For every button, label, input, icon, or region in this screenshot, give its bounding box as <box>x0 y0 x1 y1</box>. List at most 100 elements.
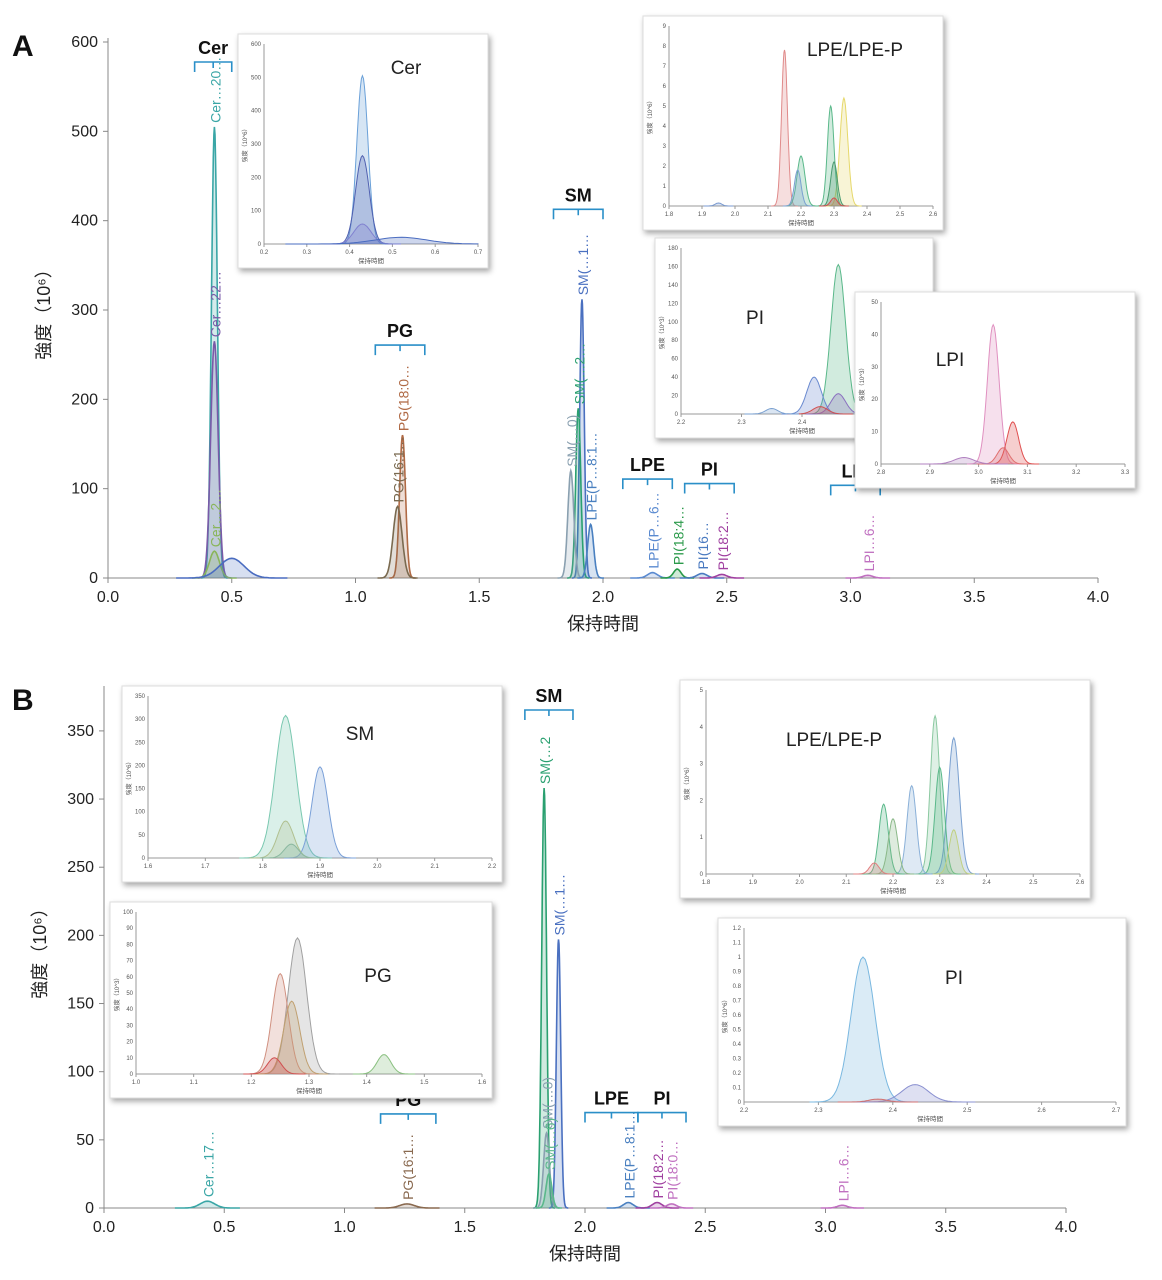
inset-y-tick-label: 0.6 <box>733 1013 742 1019</box>
inset-x-tick-label: 2.6 <box>1076 880 1085 886</box>
peak-label: SM(…1… <box>575 234 591 295</box>
x-tick-label: 2.0 <box>574 1219 596 1236</box>
group-label: SM <box>565 185 592 205</box>
inset-y-tick-label: 400 <box>251 109 262 115</box>
peak-label: LPI…6… <box>835 1144 851 1201</box>
inset-y-tick-label: 1 <box>738 955 742 961</box>
inset-y-axis-title: 強度（10^6） <box>683 764 691 801</box>
inset-y-tick-label: 80 <box>126 942 133 948</box>
peak-label: LPI…6… <box>861 515 877 572</box>
inset-y-tick-label: 20 <box>126 1040 133 1046</box>
inset-x-tick-label: 2.4 <box>863 212 872 218</box>
inset-x-tick-label: 0.4 <box>345 250 354 256</box>
chromatogram-peak <box>660 568 694 579</box>
inset-title: LPE/LPE-P <box>807 40 903 61</box>
inset-x-axis-title: 保持時間 <box>917 1114 943 1123</box>
peak-label: LPE(P…8:1… <box>584 432 600 520</box>
inset-y-tick-label: 3 <box>700 762 704 768</box>
inset-y-axis-title: 強度（10^6） <box>241 126 249 163</box>
inset-y-tick-label: 0 <box>258 242 262 248</box>
peak-label: SM(…0) <box>564 415 580 467</box>
group-label: LPE <box>594 1089 629 1109</box>
inset-y-axis-title: 強度（10^3） <box>113 975 121 1012</box>
inset-x-tick-label: 2.3 <box>814 1108 823 1114</box>
inset-y-tick-label: 7 <box>663 64 667 70</box>
chromatogram-peak <box>820 1204 864 1209</box>
group-label: Cer <box>198 38 228 58</box>
inset-y-axis-title: 強度（10^3） <box>658 313 666 350</box>
inset-x-tick-label: 2.0 <box>373 864 382 870</box>
x-tick-label: 1.5 <box>468 589 490 606</box>
chromatogram-peak <box>548 939 569 1209</box>
group-label: PI <box>701 460 718 480</box>
inset-y-tick-label: 0 <box>130 1072 134 1078</box>
inset-x-tick-label: 2.1 <box>842 880 851 886</box>
bracket-line <box>637 1111 687 1123</box>
peak-label: SM(…2 <box>537 736 553 784</box>
inset-x-tick-label: 2.7 <box>1112 1108 1121 1114</box>
peak-label: PG(16:1… <box>400 1134 416 1200</box>
chromatogram-peak <box>176 557 288 579</box>
chromatogram-peak <box>845 574 891 579</box>
peak-label: Cer…2… <box>207 489 223 547</box>
y-tick-label: 50 <box>76 1132 94 1149</box>
inset-x-tick-label: 1.8 <box>665 212 674 218</box>
y-tick-label: 0 <box>89 570 98 587</box>
bracket-line <box>379 1113 437 1124</box>
x-tick-label: 3.5 <box>963 589 985 606</box>
y-tick-label: 200 <box>67 927 94 944</box>
inset-x-tick-label: 2.3 <box>737 420 746 426</box>
inset-peak <box>239 714 332 859</box>
inset-y-tick-label: 90 <box>126 926 133 932</box>
inset-x-axis-title: 保持時間 <box>788 218 814 227</box>
inset-x-tick-label: 1.3 <box>305 1080 314 1086</box>
group-bracket: SM <box>524 686 574 720</box>
inset-peak <box>352 1054 416 1075</box>
x-tick-label: 0.0 <box>93 1219 115 1236</box>
inset-peak <box>260 843 323 859</box>
inset-y-tick-label: 0 <box>875 462 879 468</box>
inset-y-tick-label: 180 <box>668 246 679 252</box>
inset-y-tick-label: 3 <box>663 144 667 150</box>
inset-x-tick-label: 1.0 <box>132 1080 141 1086</box>
inset-y-tick-label: 2 <box>663 164 667 170</box>
chromatogram-peak <box>374 1203 440 1209</box>
peak-label: PG(16:1… <box>391 436 407 502</box>
inset-x-tick-label: 2.8 <box>877 470 886 476</box>
inset-title: Cer <box>391 58 422 79</box>
inset-x-tick-label: 2.5 <box>896 212 905 218</box>
bracket-line <box>524 709 574 720</box>
peak-label: SM(…1… <box>552 874 568 935</box>
inset-y-tick-label: 20 <box>671 394 678 400</box>
chromatogram-peak <box>635 1201 679 1209</box>
inset-peak <box>243 972 317 1075</box>
inset-x-tick-label: 1.9 <box>698 212 707 218</box>
inset-title: SM <box>346 724 375 745</box>
inset-peak <box>782 169 813 207</box>
inset-x-tick-label: 0.3 <box>303 250 312 256</box>
x-tick-label: 2.5 <box>694 1219 716 1236</box>
inset-y-tick-label: 50 <box>871 300 878 306</box>
inset-peak <box>826 96 862 207</box>
chromatogram-peak <box>567 408 590 579</box>
inset-y-tick-label: 0.7 <box>733 999 742 1005</box>
inset-x-axis-title: 保持時間 <box>307 870 333 879</box>
inset-title: LPI <box>936 350 965 371</box>
inset-y-tick-label: 9 <box>663 24 667 30</box>
inset-x-tick-label: 2.2 <box>488 864 497 870</box>
inset-title: PG <box>364 966 391 987</box>
inset-frame <box>121 685 503 883</box>
inset-x-tick-label: 2.0 <box>795 880 804 886</box>
inset-x-tick-label: 2.4 <box>889 1108 898 1114</box>
inset-y-tick-label: 1 <box>700 835 704 841</box>
inset-y-tick-label: 8 <box>663 44 667 50</box>
group-bracket: PI <box>683 460 735 494</box>
chromatogram-peak <box>557 467 585 579</box>
inset-y-tick-label: 80 <box>671 338 678 344</box>
inset-y-tick-label: 1.2 <box>733 926 742 932</box>
inset-y-tick-label: 0.3 <box>733 1057 742 1063</box>
inset-y-tick-label: 70 <box>126 959 133 965</box>
inset-y-axis-title: 強度（10^3） <box>858 365 866 402</box>
inset-y-tick-label: 60 <box>126 975 133 981</box>
inset-frame <box>109 901 493 1099</box>
